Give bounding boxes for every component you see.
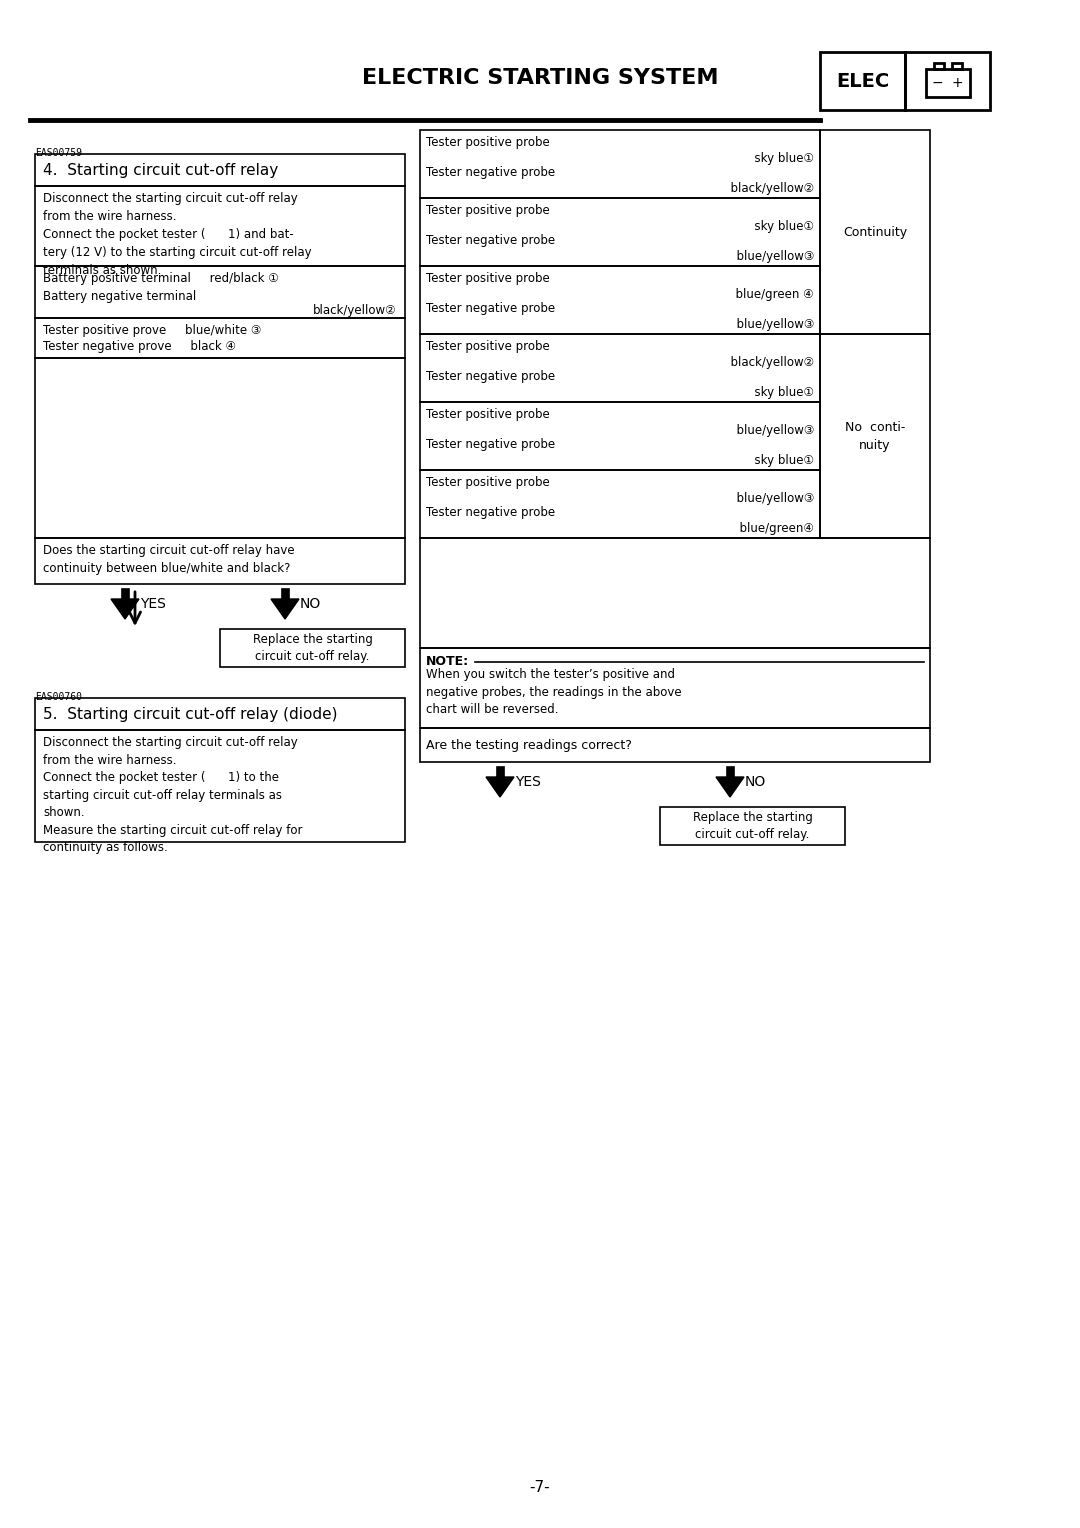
Text: blue/yellow③: blue/yellow③ — [684, 318, 814, 332]
Text: sky blue①: sky blue① — [702, 387, 814, 399]
Text: When you switch the tester’s positive and
negative probes, the readings in the a: When you switch the tester’s positive an… — [426, 668, 681, 717]
Bar — [820, 335, 930, 538]
Bar — [933, 63, 944, 69]
Text: EAS00759: EAS00759 — [35, 148, 82, 157]
Text: Does the starting circuit cut-off relay have
continuity between blue/white and b: Does the starting circuit cut-off relay … — [43, 544, 295, 575]
Bar — [660, 807, 845, 845]
Bar — [926, 69, 970, 96]
Bar — [420, 266, 820, 335]
Text: NO: NO — [745, 775, 766, 788]
Text: blue/yellow③: blue/yellow③ — [684, 423, 814, 437]
Polygon shape — [716, 778, 744, 798]
Bar — [497, 767, 504, 778]
Bar — [282, 588, 289, 599]
Bar — [951, 63, 961, 69]
Text: Replace the starting
circuit cut-off relay.: Replace the starting circuit cut-off rel… — [253, 633, 373, 663]
Text: Tester negative prove     black ④: Tester negative prove black ④ — [43, 341, 237, 353]
Text: Tester negative probe: Tester negative probe — [426, 506, 555, 520]
Bar — [420, 538, 930, 648]
Text: Are the testing readings correct?: Are the testing readings correct? — [426, 738, 632, 752]
Text: blue/green ④: blue/green ④ — [684, 287, 814, 301]
Text: Tester positive probe: Tester positive probe — [426, 272, 550, 286]
Text: Tester negative probe: Tester negative probe — [426, 167, 555, 179]
Text: Disconnect the starting circuit cut-off relay
from the wire harness.
Connect the: Disconnect the starting circuit cut-off … — [43, 736, 302, 854]
Text: black/yellow②: black/yellow② — [678, 356, 814, 368]
Text: Tester negative probe: Tester negative probe — [426, 234, 555, 248]
Polygon shape — [111, 599, 139, 619]
Text: Tester positive probe: Tester positive probe — [426, 136, 550, 150]
Text: Tester positive probe: Tester positive probe — [426, 205, 550, 217]
Bar — [420, 727, 930, 762]
Text: Tester positive probe: Tester positive probe — [426, 341, 550, 353]
Bar — [420, 199, 820, 266]
Bar — [820, 130, 930, 335]
Bar — [220, 630, 405, 668]
Bar — [420, 335, 820, 402]
Text: Tester positive prove     blue/white ③: Tester positive prove blue/white ③ — [43, 324, 261, 338]
Bar — [35, 186, 405, 266]
Text: YES: YES — [140, 597, 166, 611]
Text: black/yellow②: black/yellow② — [313, 304, 397, 316]
Bar — [35, 266, 405, 318]
Bar — [35, 730, 405, 842]
Text: Tester negative probe: Tester negative probe — [426, 303, 555, 315]
Bar — [420, 648, 930, 727]
Text: -7-: -7- — [529, 1481, 551, 1496]
Text: sky blue①: sky blue① — [702, 151, 814, 165]
Text: Disconnect the starting circuit cut-off relay
from the wire harness.
Connect the: Disconnect the starting circuit cut-off … — [43, 193, 312, 277]
Bar — [35, 698, 405, 730]
Bar — [420, 402, 820, 471]
Bar — [820, 52, 905, 110]
Text: ELEC: ELEC — [836, 72, 889, 90]
Text: −: − — [932, 76, 943, 90]
Text: blue/green④: blue/green④ — [687, 523, 814, 535]
Bar — [727, 767, 734, 778]
Text: EAS00760: EAS00760 — [35, 692, 82, 701]
Bar — [420, 471, 820, 538]
Text: Tester positive probe: Tester positive probe — [426, 477, 550, 489]
Text: Tester positive probe: Tester positive probe — [426, 408, 550, 422]
Text: ELECTRIC STARTING SYSTEM: ELECTRIC STARTING SYSTEM — [362, 69, 718, 89]
Text: NO: NO — [300, 597, 321, 611]
Text: sky blue①: sky blue① — [702, 454, 814, 468]
Bar — [905, 52, 990, 110]
Text: YES: YES — [515, 775, 541, 788]
Bar — [122, 588, 129, 599]
Text: No  conti-
nuity: No conti- nuity — [845, 420, 905, 451]
Text: 4.  Starting circuit cut-off relay: 4. Starting circuit cut-off relay — [43, 162, 279, 177]
Bar — [35, 538, 405, 584]
Text: 5.  Starting circuit cut-off relay (diode): 5. Starting circuit cut-off relay (diode… — [43, 706, 337, 721]
Bar — [35, 358, 405, 538]
Text: Battery positive terminal     red/black ①: Battery positive terminal red/black ① — [43, 272, 279, 286]
Text: NOTE:: NOTE: — [426, 656, 469, 668]
Text: Tester negative probe: Tester negative probe — [426, 439, 555, 451]
Bar — [420, 130, 820, 199]
Bar — [35, 154, 405, 186]
Text: Replace the starting
circuit cut-off relay.: Replace the starting circuit cut-off rel… — [692, 811, 812, 840]
Text: +: + — [951, 76, 963, 90]
Text: Continuity: Continuity — [842, 226, 907, 238]
Text: sky blue①: sky blue① — [702, 220, 814, 232]
Text: Battery negative terminal: Battery negative terminal — [43, 290, 197, 303]
Polygon shape — [271, 599, 299, 619]
Polygon shape — [486, 778, 514, 798]
Text: blue/yellow③: blue/yellow③ — [684, 251, 814, 263]
Text: Tester negative probe: Tester negative probe — [426, 370, 555, 384]
Bar — [35, 318, 405, 358]
Text: blue/yellow③: blue/yellow③ — [684, 492, 814, 504]
Text: black/yellow②: black/yellow② — [678, 182, 814, 196]
